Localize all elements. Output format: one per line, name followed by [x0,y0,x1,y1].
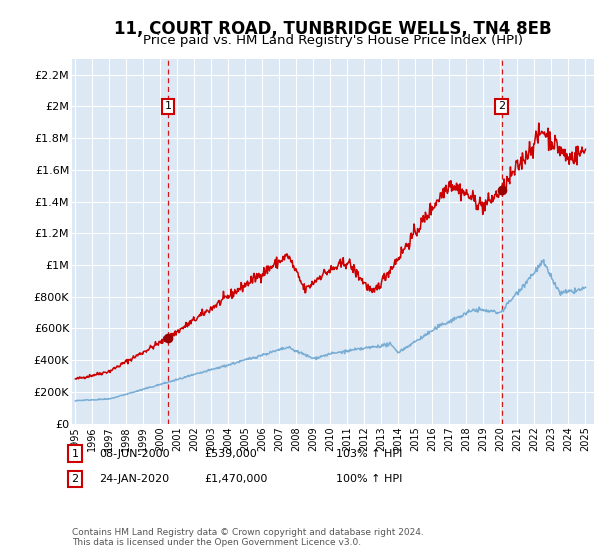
Text: 2: 2 [71,474,79,484]
Text: 103% ↑ HPI: 103% ↑ HPI [336,449,403,459]
Text: Contains HM Land Registry data © Crown copyright and database right 2024.
This d: Contains HM Land Registry data © Crown c… [72,528,424,547]
Text: 100% ↑ HPI: 100% ↑ HPI [336,474,403,484]
Text: 2: 2 [498,101,505,111]
Text: Price paid vs. HM Land Registry's House Price Index (HPI): Price paid vs. HM Land Registry's House … [143,34,523,46]
Text: 11, COURT ROAD, TUNBRIDGE WELLS, TN4 8EB: 11, COURT ROAD, TUNBRIDGE WELLS, TN4 8EB [114,20,552,38]
Text: 24-JAN-2020: 24-JAN-2020 [99,474,169,484]
Text: £1,470,000: £1,470,000 [204,474,268,484]
Text: 08-JUN-2000: 08-JUN-2000 [99,449,170,459]
Text: 1: 1 [164,101,172,111]
Text: £539,000: £539,000 [204,449,257,459]
Text: 1: 1 [71,449,79,459]
